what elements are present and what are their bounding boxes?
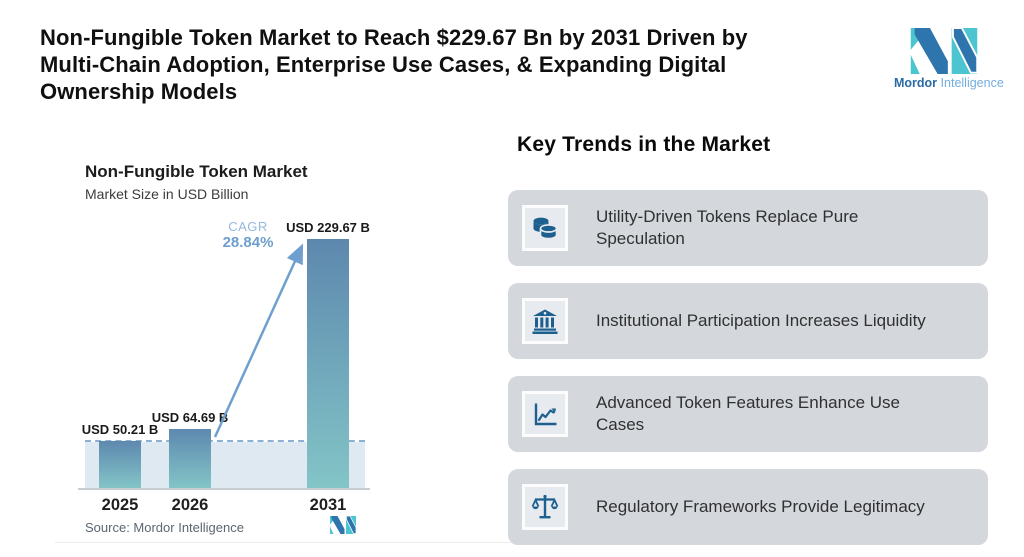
x-tick-2026: 2026	[171, 496, 209, 514]
chart-title: Non-Fungible Token Market	[85, 162, 308, 181]
trend-label: Utility-Driven Tokens Replace Pure Specu…	[596, 207, 859, 248]
coins-icon	[522, 205, 568, 251]
brand-wordmark: Mordor Intelligence	[894, 76, 1004, 90]
bank-icon	[522, 298, 568, 344]
growth-arrow-icon	[213, 243, 304, 438]
bar-value-2025: USD 50.21 B	[81, 422, 159, 437]
baseline-dashed-line	[85, 440, 365, 442]
trend-card-advanced-features: Advanced Token Features Enhance Use Case…	[508, 376, 988, 452]
trends-heading: Key Trends in the Market	[517, 133, 771, 156]
trend-card-institutional: Institutional Participation Increases Li…	[508, 283, 988, 359]
bottom-divider	[55, 542, 510, 543]
line-chart-icon	[522, 391, 568, 437]
bar-2031	[307, 239, 349, 488]
trend-card-list: Utility-Driven Tokens Replace Pure Specu…	[508, 190, 988, 545]
x-axis-line	[78, 488, 370, 490]
trend-card-utility-tokens: Utility-Driven Tokens Replace Pure Specu…	[508, 190, 988, 266]
trend-label: Regulatory Frameworks Provide Legitimacy	[596, 497, 925, 516]
mordor-mini-logo-icon	[330, 516, 356, 534]
mordor-intelligence-logo-icon	[910, 28, 979, 74]
cagr-value: 28.84%	[222, 234, 274, 251]
source-credit: Source: Mordor Intelligence	[85, 520, 244, 535]
market-bar-chart: Non-Fungible Token Market Market Size in…	[55, 160, 510, 555]
bar-2025	[99, 441, 141, 488]
bar-value-2026: USD 64.69 B	[151, 410, 229, 425]
cagr-annotation: CAGR 28.84%	[203, 219, 293, 251]
x-tick-2031: 2031	[309, 496, 347, 514]
trend-label: Institutional Participation Increases Li…	[596, 311, 926, 330]
scales-icon	[522, 484, 568, 530]
x-tick-2025: 2025	[101, 496, 139, 514]
trend-card-regulatory: Regulatory Frameworks Provide Legitimacy	[508, 469, 988, 545]
bar-value-2031: USD 229.67 B	[286, 220, 370, 235]
trend-label: Advanced Token Features Enhance Use Case…	[596, 393, 900, 434]
bar-2026	[169, 429, 211, 488]
page-title: Non-Fungible Token Market to Reach $229.…	[40, 25, 748, 104]
brand-logo: Mordor Intelligence	[894, 28, 1004, 90]
cagr-label: CAGR	[228, 219, 268, 234]
chart-subtitle: Market Size in USD Billion	[85, 186, 249, 202]
